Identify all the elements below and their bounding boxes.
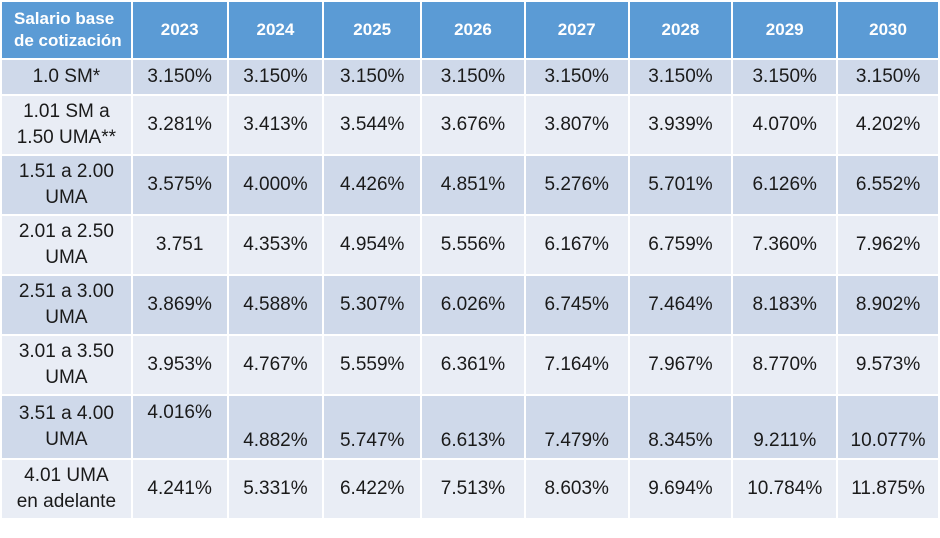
table-cell: 4.954% <box>322 214 423 276</box>
table-cell: 4.353% <box>226 214 325 276</box>
header-year: 2030 <box>836 0 940 60</box>
table-cell: 6.613% <box>420 394 526 460</box>
table-cell: 9.694% <box>627 458 734 520</box>
table-cell: 3.150% <box>130 58 229 96</box>
table-row: 2.51 a 3.00 UMA 3.869% 4.588% 5.307% 6.0… <box>0 274 940 336</box>
contribution-rates-table-container: Salario base de cotización 2023 2024 202… <box>0 0 940 520</box>
table-cell: 6.126% <box>731 154 839 216</box>
table-cell: 6.361% <box>420 334 526 396</box>
table-cell: 4.016% <box>130 394 229 460</box>
row-label: 4.01 UMA en adelante <box>0 458 133 520</box>
table-cell: 3.150% <box>731 58 839 96</box>
table-cell: 4.882% <box>226 394 325 460</box>
table-cell: 5.556% <box>420 214 526 276</box>
table-cell: 4.000% <box>226 154 325 216</box>
table-cell: 10.077% <box>836 394 940 460</box>
table-cell: 3.150% <box>226 58 325 96</box>
table-cell: 4.426% <box>322 154 423 216</box>
table-cell: 3.150% <box>523 58 630 96</box>
row-label: 3.01 a 3.50 UMA <box>0 334 133 396</box>
table-cell: 3.281% <box>130 94 229 156</box>
header-year: 2028 <box>627 0 734 60</box>
table-cell: 5.701% <box>627 154 734 216</box>
table-cell: 8.603% <box>523 458 630 520</box>
table-cell: 3.413% <box>226 94 325 156</box>
table-cell: 5.331% <box>226 458 325 520</box>
table-cell: 6.745% <box>523 274 630 336</box>
table-cell: 4.241% <box>130 458 229 520</box>
row-label: 2.51 a 3.00 UMA <box>0 274 133 336</box>
table-cell: 5.559% <box>322 334 423 396</box>
table-cell: 8.345% <box>627 394 734 460</box>
table-cell: 6.759% <box>627 214 734 276</box>
table-cell: 7.967% <box>627 334 734 396</box>
table-cell: 8.902% <box>836 274 940 336</box>
table-cell: 7.164% <box>523 334 630 396</box>
table-cell: 8.183% <box>731 274 839 336</box>
table-row: 1.01 SM a 1.50 UMA** 3.281% 3.413% 3.544… <box>0 94 940 156</box>
table-cell: 3.869% <box>130 274 229 336</box>
table-cell: 4.588% <box>226 274 325 336</box>
table-cell: 3.150% <box>836 58 940 96</box>
table-cell: 3.150% <box>420 58 526 96</box>
header-year: 2029 <box>731 0 839 60</box>
table-cell: 5.747% <box>322 394 423 460</box>
row-label: 1.01 SM a 1.50 UMA** <box>0 94 133 156</box>
table-cell: 7.360% <box>731 214 839 276</box>
contribution-rates-table: Salario base de cotización 2023 2024 202… <box>0 0 940 520</box>
table-cell: 10.784% <box>731 458 839 520</box>
table-cell: 4.851% <box>420 154 526 216</box>
row-label: 2.01 a 2.50 UMA <box>0 214 133 276</box>
table-cell: 4.202% <box>836 94 940 156</box>
table-row: 3.01 a 3.50 UMA 3.953% 4.767% 5.559% 6.3… <box>0 334 940 396</box>
table-cell: 3.544% <box>322 94 423 156</box>
table-cell: 6.422% <box>322 458 423 520</box>
table-cell: 3.953% <box>130 334 229 396</box>
table-cell: 3.939% <box>627 94 734 156</box>
table-cell: 7.962% <box>836 214 940 276</box>
row-label: 1.51 a 2.00 UMA <box>0 154 133 216</box>
row-label: 1.0 SM* <box>0 58 133 96</box>
table-cell: 7.513% <box>420 458 526 520</box>
table-cell: 6.026% <box>420 274 526 336</box>
header-year: 2027 <box>523 0 630 60</box>
table-row: 1.0 SM* 3.150% 3.150% 3.150% 3.150% 3.15… <box>0 58 940 96</box>
table-cell: 6.167% <box>523 214 630 276</box>
table-cell: 5.307% <box>322 274 423 336</box>
table-cell: 4.070% <box>731 94 839 156</box>
table-row: 2.01 a 2.50 UMA 3.751 4.353% 4.954% 5.55… <box>0 214 940 276</box>
table-row: 4.01 UMA en adelante 4.241% 5.331% 6.422… <box>0 458 940 520</box>
header-year: 2025 <box>322 0 423 60</box>
table-cell: 3.807% <box>523 94 630 156</box>
header-year: 2024 <box>226 0 325 60</box>
table-cell: 3.676% <box>420 94 526 156</box>
header-row: Salario base de cotización 2023 2024 202… <box>0 0 940 60</box>
table-cell: 4.767% <box>226 334 325 396</box>
table-cell: 9.211% <box>731 394 839 460</box>
table-cell: 3.575% <box>130 154 229 216</box>
table-cell: 5.276% <box>523 154 630 216</box>
table-cell: 8.770% <box>731 334 839 396</box>
table-cell: 11.875% <box>836 458 940 520</box>
header-salary-base: Salario base de cotización <box>0 0 133 60</box>
table-cell: 9.573% <box>836 334 940 396</box>
header-year: 2026 <box>420 0 526 60</box>
table-cell: 3.751 <box>130 214 229 276</box>
table-cell: 7.479% <box>523 394 630 460</box>
row-label: 3.51 a 4.00 UMA <box>0 394 133 460</box>
table-cell: 3.150% <box>627 58 734 96</box>
table-cell: 7.464% <box>627 274 734 336</box>
table-row: 3.51 a 4.00 UMA 4.016% 4.882% 5.747% 6.6… <box>0 394 940 460</box>
table-cell: 6.552% <box>836 154 940 216</box>
table-cell: 3.150% <box>322 58 423 96</box>
table-row: 1.51 a 2.00 UMA 3.575% 4.000% 4.426% 4.8… <box>0 154 940 216</box>
header-year: 2023 <box>130 0 229 60</box>
